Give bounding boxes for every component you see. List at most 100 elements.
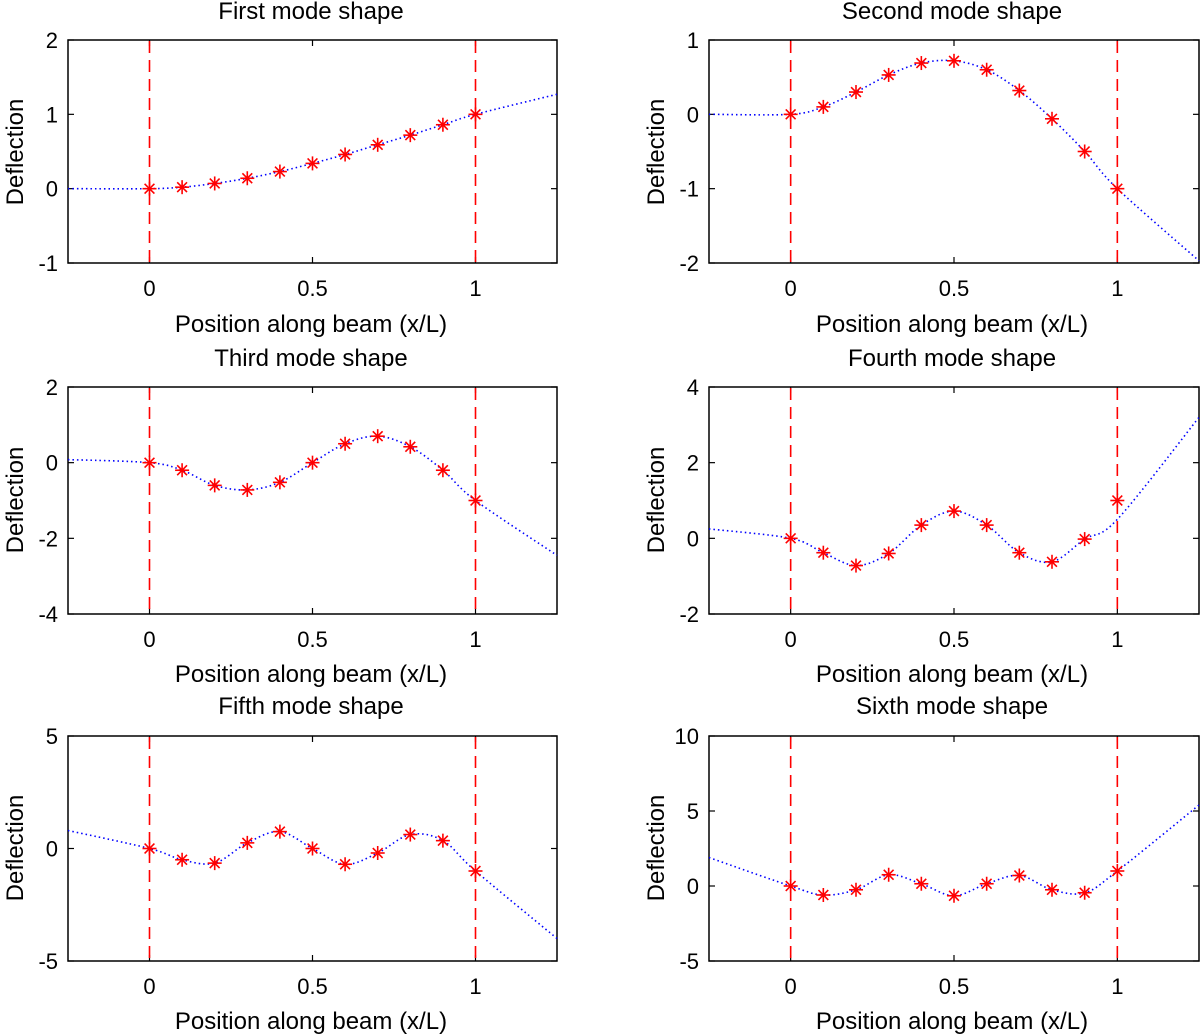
data-point-marker (849, 85, 863, 100)
y-tick-label: 0 (687, 102, 699, 127)
y-axis-label: Deflection (2, 795, 29, 902)
x-tick-label: 0.5 (939, 974, 970, 999)
data-point-marker (1077, 532, 1092, 547)
x-axis-label: Position along beam (x/L) (816, 661, 1088, 688)
data-point-marker (240, 171, 255, 186)
y-tick-label: -2 (679, 251, 699, 276)
data-point-marker (207, 856, 222, 871)
data-point-marker (272, 164, 287, 179)
data-point-marker (272, 824, 287, 839)
data-point-marker (468, 864, 483, 878)
y-tick-label: 0 (687, 526, 699, 551)
data-point-marker (403, 128, 418, 143)
y-tick-label: 2 (46, 375, 58, 400)
x-axis-label: Position along beam (x/L) (816, 311, 1088, 338)
x-tick-label: 1 (1111, 276, 1123, 301)
y-axis-label: Deflection (2, 99, 29, 206)
subplot-second-mode: Second mode shape 0 0.5 1 -2 -1 0 1 Position a… (643, 0, 1200, 338)
y-tick-label: 10 (675, 724, 699, 749)
data-point-marker (240, 835, 255, 850)
data-point-marker (207, 478, 222, 493)
y-axis-label: Deflection (2, 447, 29, 554)
marker-group (783, 864, 1125, 903)
mode-curve (708, 804, 1200, 897)
data-point-marker (947, 504, 961, 519)
data-point-marker (783, 531, 798, 546)
x-tick-label: 0 (785, 276, 797, 301)
y-axis-label: Deflection (643, 447, 670, 554)
y-axis-label: Deflection (643, 99, 670, 206)
x-tick-label: 0 (785, 627, 797, 652)
x-tick-label: 1 (469, 974, 481, 999)
data-point-marker (979, 876, 994, 891)
subplot-first-mode: First mode shape 0 0.5 1 -1 0 1 2 Position alo… (2, 0, 558, 338)
data-point-marker (1077, 885, 1092, 900)
data-point-marker (979, 518, 994, 533)
y-tick-label: -2 (38, 526, 58, 551)
data-point-marker (240, 482, 255, 497)
x-tick-label: 0 (143, 974, 155, 999)
subplot-third-mode: Third mode shape 0 0.5 1 -4 -2 0 2 Position al… (2, 345, 558, 688)
subplot-title: Fourth mode shape (848, 345, 1056, 372)
data-point-marker (305, 455, 320, 470)
data-point-marker (1077, 144, 1092, 159)
y-tick-label: 0 (46, 177, 58, 202)
tick-group: 0 0.5 1 -2 -1 0 1 (679, 28, 1199, 301)
data-point-marker (914, 56, 929, 71)
plot-area (708, 386, 1200, 615)
data-point-marker (783, 879, 798, 893)
data-point-marker (338, 147, 353, 162)
x-tick-label: 0.5 (297, 974, 328, 999)
data-point-marker (1045, 554, 1059, 569)
data-point-marker (881, 67, 896, 82)
data-point-marker (914, 518, 929, 533)
x-axis-label: Position along beam (x/L) (816, 1008, 1088, 1035)
data-point-marker (175, 852, 190, 867)
tick-group: 0 0.5 1 -5 0 5 10 (675, 724, 1199, 999)
data-point-marker (947, 53, 961, 68)
data-point-marker (142, 455, 157, 470)
x-tick-label: 1 (469, 627, 481, 652)
data-point-marker (1110, 493, 1125, 508)
data-point-marker (338, 857, 353, 872)
plot-area (67, 39, 558, 264)
subplot-fourth-mode: Fourth mode shape 0 0.5 1 -2 0 2 4 Position al… (643, 345, 1200, 688)
y-axis-label: Deflection (643, 795, 670, 902)
x-tick-label: 0.5 (939, 627, 970, 652)
data-point-marker (403, 439, 418, 454)
data-point-marker (435, 833, 450, 848)
data-point-marker (1012, 868, 1027, 883)
data-point-marker (849, 558, 863, 573)
subplot-title: Third mode shape (214, 345, 407, 372)
marker-group (142, 107, 483, 196)
y-tick-label: -4 (38, 602, 58, 627)
data-point-marker (783, 107, 798, 122)
data-point-marker (881, 867, 896, 882)
data-point-marker (142, 841, 157, 856)
tick-group: 0 0.5 1 -1 0 1 2 (38, 28, 557, 301)
y-tick-label: -2 (679, 602, 699, 627)
data-point-marker (468, 107, 483, 122)
data-point-marker (175, 180, 190, 195)
plot-area (67, 386, 558, 615)
data-point-marker (370, 137, 385, 152)
subplot-fifth-mode: Fifth mode shape 0 0.5 1 -5 0 5 Position alon… (2, 693, 558, 1035)
data-point-marker (435, 117, 450, 132)
y-tick-label: 5 (46, 724, 58, 749)
x-axis-label: Position along beam (x/L) (175, 311, 447, 338)
x-tick-label: 0.5 (939, 276, 970, 301)
data-point-marker (914, 876, 929, 891)
plot-area (708, 39, 1200, 264)
data-point-marker (1012, 545, 1027, 560)
y-tick-label: 2 (46, 28, 58, 53)
marker-group (142, 429, 483, 508)
data-point-marker (370, 846, 385, 860)
y-tick-label: 1 (687, 28, 699, 53)
subplot-title: First mode shape (218, 0, 403, 25)
data-point-marker (1045, 882, 1059, 897)
data-point-marker (816, 888, 831, 902)
data-point-marker (1110, 181, 1125, 196)
x-tick-label: 0 (143, 276, 155, 301)
x-tick-label: 1 (1111, 627, 1123, 652)
